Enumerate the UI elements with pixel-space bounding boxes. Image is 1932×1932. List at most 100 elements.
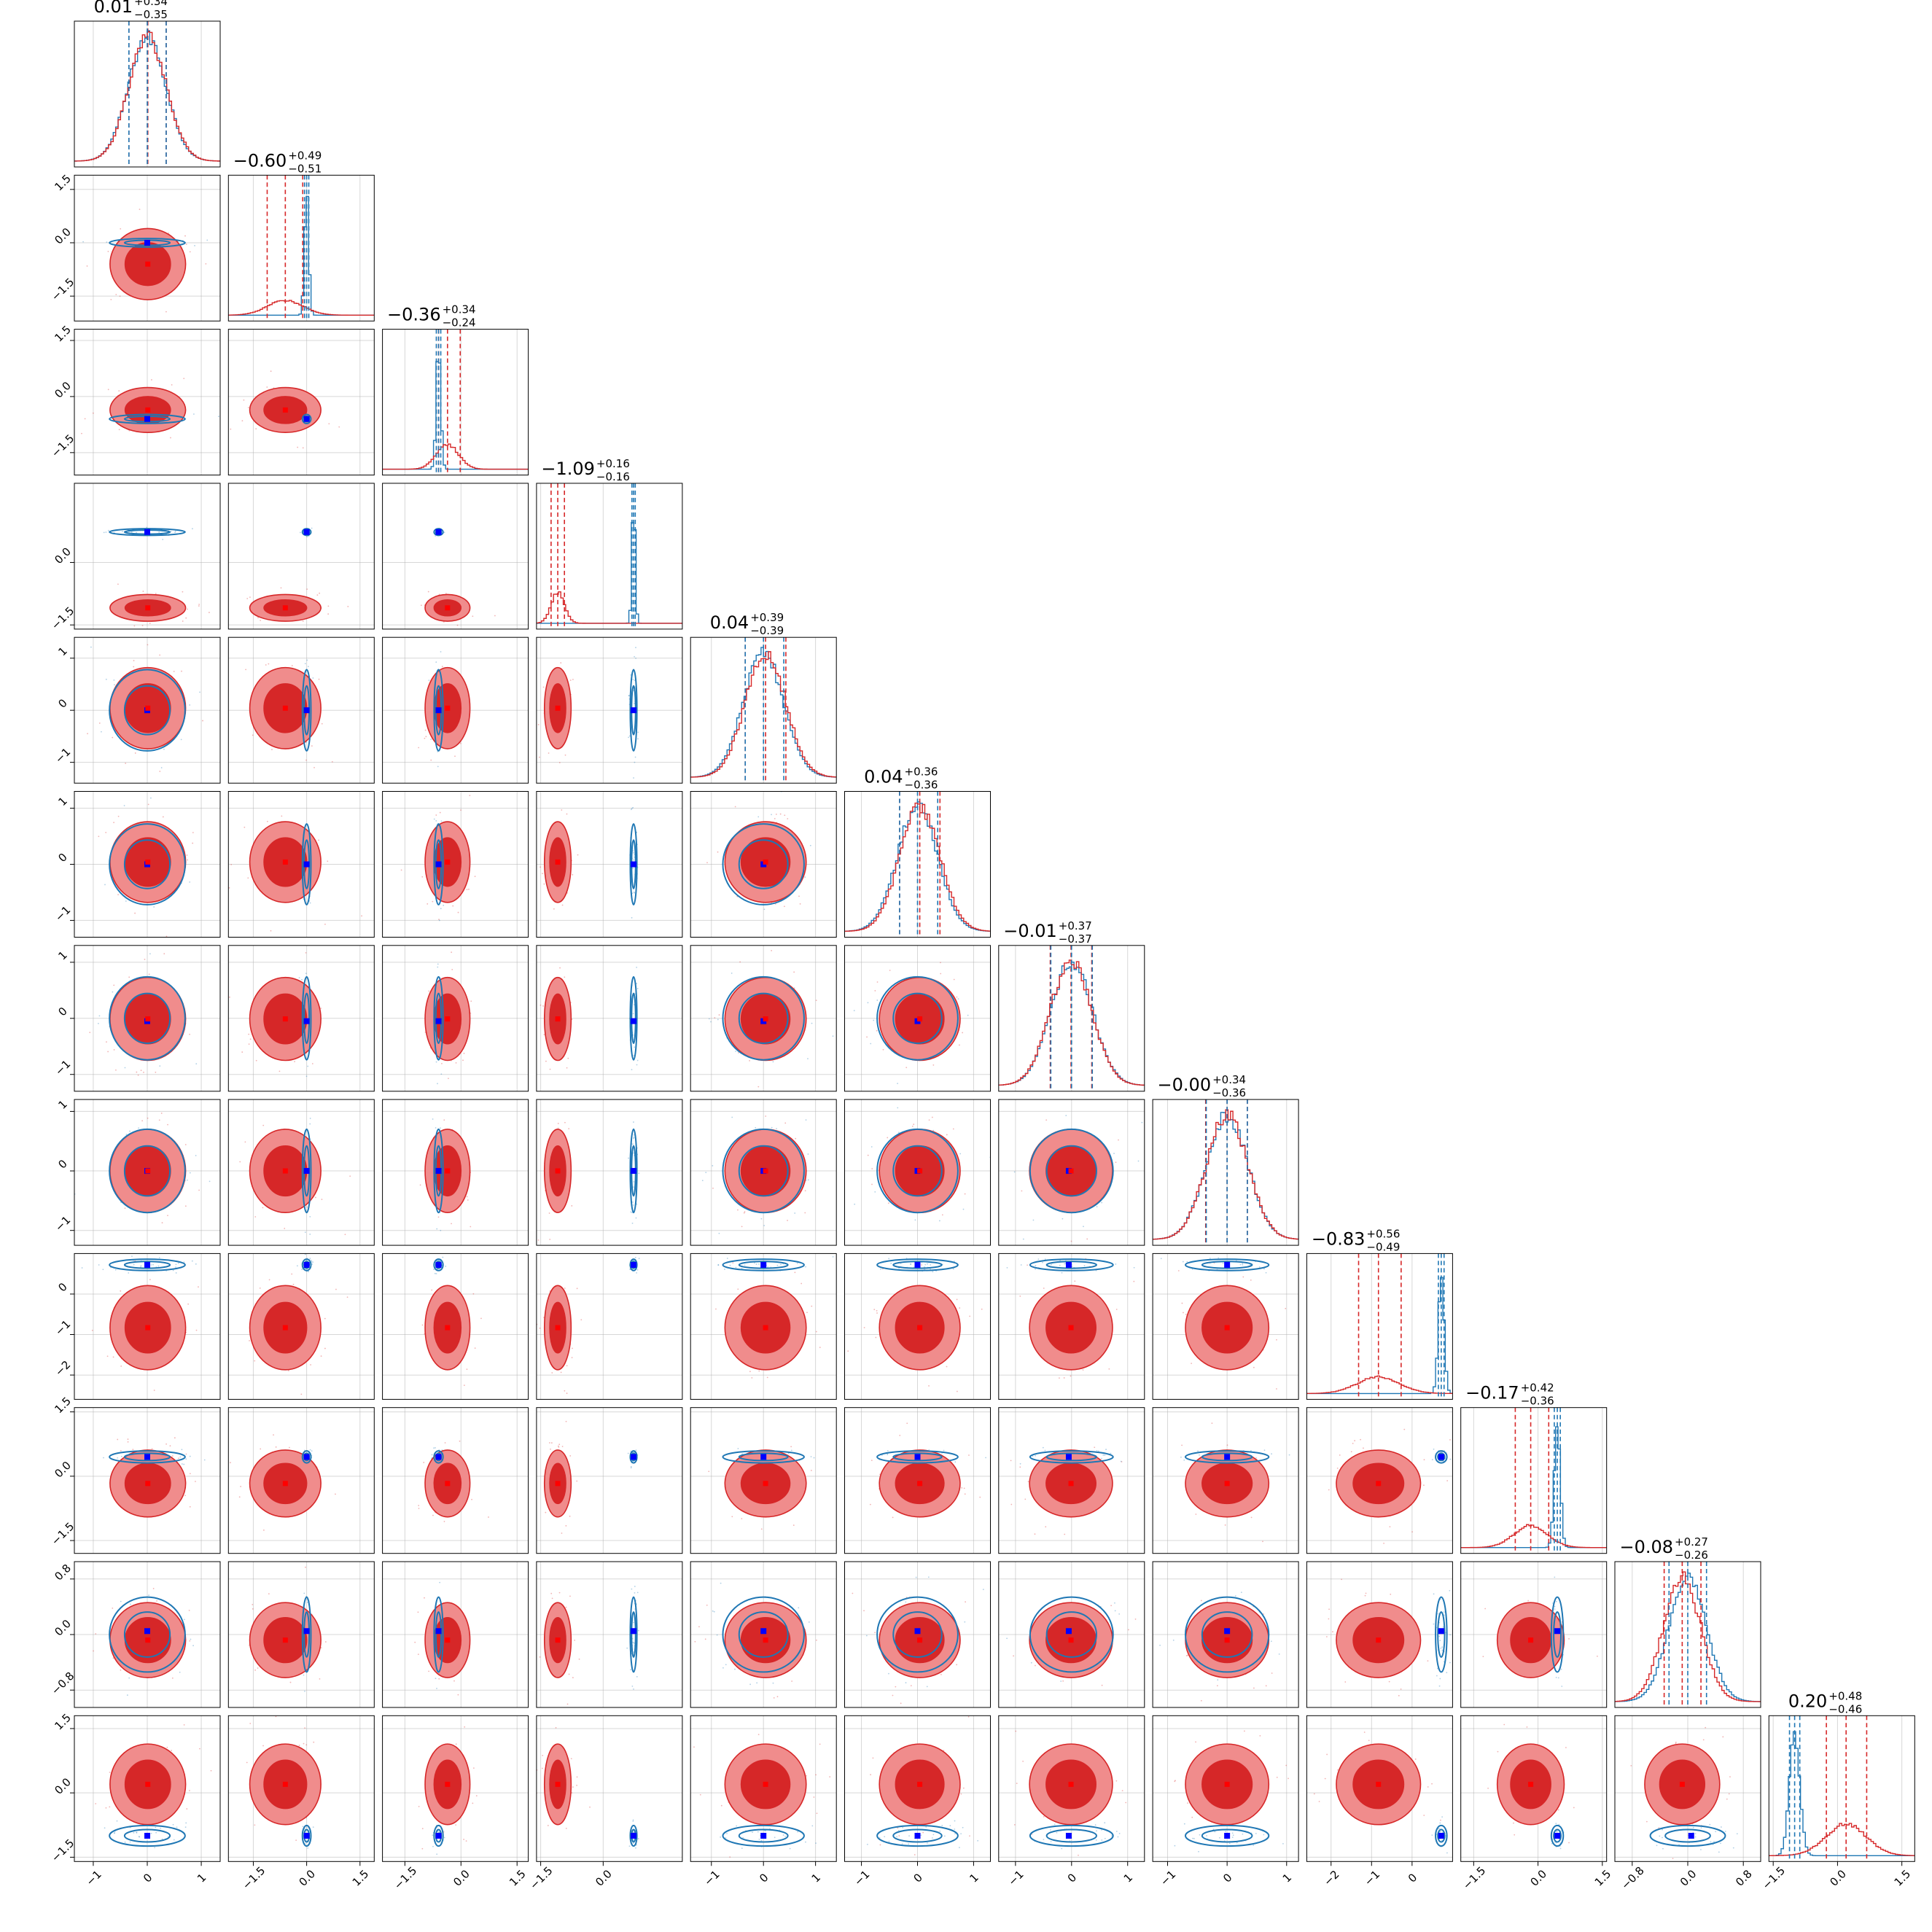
blue-sample-point (163, 748, 165, 750)
blue-sample-point (632, 852, 634, 854)
red-sample-point (790, 1446, 792, 1448)
red-sample-point (254, 1216, 257, 1218)
red-sample-point (874, 990, 876, 992)
blue-sample-point (308, 1271, 309, 1273)
blue-sample-point (162, 539, 164, 540)
panel-title-minus: −0.49 (1366, 1240, 1400, 1253)
blue-sample-point (772, 1061, 774, 1063)
panel-frame (998, 1407, 1145, 1554)
blue-sample-point (1288, 1454, 1290, 1456)
red-sample-point (791, 1680, 793, 1682)
red-sample-point (766, 1376, 768, 1379)
red-sample-point (178, 1457, 179, 1460)
blue-sample-point (437, 963, 439, 965)
red-sample-point (280, 587, 282, 589)
blue-sample-point (1180, 1456, 1182, 1458)
blue-sample-point (637, 731, 639, 733)
panel-frame (382, 791, 529, 938)
panel-frame (74, 636, 221, 784)
red-sample-point (113, 822, 114, 824)
red-median-marker (145, 1637, 151, 1643)
corner-panel (690, 1561, 837, 1708)
red-sample-point (698, 1626, 700, 1628)
blue-sample-point (206, 239, 209, 241)
red-sample-point (1253, 1366, 1255, 1368)
blue-sample-point (634, 1257, 636, 1258)
blue-sample-point (105, 678, 107, 680)
red-sample-point (1276, 1339, 1277, 1341)
red-sample-point (1110, 1605, 1113, 1607)
red-sample-point (870, 1460, 873, 1462)
red-sample-point (291, 1273, 293, 1275)
corner-panel (1152, 1253, 1299, 1400)
blue-sample-point (1133, 1266, 1135, 1269)
truth-marker (631, 1454, 637, 1460)
panel-frame (1306, 1407, 1453, 1554)
red-sample-point (260, 1448, 262, 1450)
blue-contour-outer (722, 975, 805, 1061)
blue-sample-point (312, 1261, 313, 1263)
red-sample-point (466, 1196, 468, 1198)
panel-content (536, 791, 682, 938)
red-median-marker (445, 1637, 451, 1643)
red-median-marker (445, 859, 451, 865)
diagonal-panel: −0.01 +0.37−0.37 (998, 919, 1145, 1092)
blue-sample-point (1441, 1646, 1444, 1648)
red-sample-point (793, 971, 795, 973)
red-sample-point (542, 1005, 544, 1007)
blue-sample-point (633, 891, 635, 893)
blue-sample-point (636, 1064, 638, 1066)
panel-content (382, 1099, 529, 1246)
red-sample-point (815, 1331, 817, 1333)
red-sample-point (139, 209, 141, 211)
red-sample-point (159, 654, 161, 656)
blue-sample-point (1115, 1263, 1117, 1265)
panel-frame (382, 1253, 529, 1400)
panel-frame (536, 1407, 683, 1554)
red-sample-point (432, 1514, 434, 1516)
blue-sample-point (744, 1264, 746, 1266)
red-sample-point (572, 873, 574, 876)
red-sample-point (302, 447, 304, 449)
corner-panel (690, 1407, 837, 1554)
red-sample-point (462, 1059, 464, 1062)
blue-sample-point (432, 1118, 434, 1120)
panel-content (1306, 1562, 1453, 1707)
panel-content (1153, 1562, 1299, 1707)
blue-sample-point (440, 651, 442, 653)
red-sample-point (107, 389, 109, 391)
red-sample-point (565, 1606, 567, 1608)
blue-sample-point (1098, 1450, 1099, 1452)
blue-sample-point (1110, 1452, 1112, 1454)
red-sample-point (1187, 1654, 1189, 1656)
panel-content (1153, 1407, 1299, 1554)
truth-marker (144, 1261, 150, 1268)
red-sample-point (162, 816, 164, 818)
red-histogram (690, 651, 837, 778)
blue-sample-point (107, 529, 109, 531)
red-sample-point (731, 1516, 733, 1518)
corner-panel (382, 1099, 529, 1246)
blue-sample-point (152, 1263, 154, 1266)
corner-panel (844, 1253, 991, 1400)
blue-sample-point (309, 1123, 311, 1125)
red-sample-point (542, 873, 543, 875)
red-median-marker (763, 1325, 768, 1331)
corner-panel (690, 1099, 837, 1246)
panel-content (382, 1562, 529, 1707)
red-sample-point (1332, 1631, 1333, 1633)
red-sample-point (956, 1390, 958, 1392)
blue-contour-outer (1184, 1450, 1270, 1464)
red-sample-point (892, 1694, 894, 1697)
blue-sample-point (914, 1219, 916, 1221)
panel-frame (536, 1561, 683, 1708)
blue-sample-point (309, 1234, 311, 1235)
red-sample-point (185, 244, 187, 245)
red-sample-point (147, 803, 149, 806)
panel-content (536, 1253, 682, 1400)
red-histogram (1460, 1524, 1607, 1549)
red-sample-point (418, 1508, 420, 1509)
red-median-marker (555, 1325, 561, 1331)
blue-sample-point (630, 1211, 632, 1213)
red-sample-point (738, 1052, 739, 1053)
